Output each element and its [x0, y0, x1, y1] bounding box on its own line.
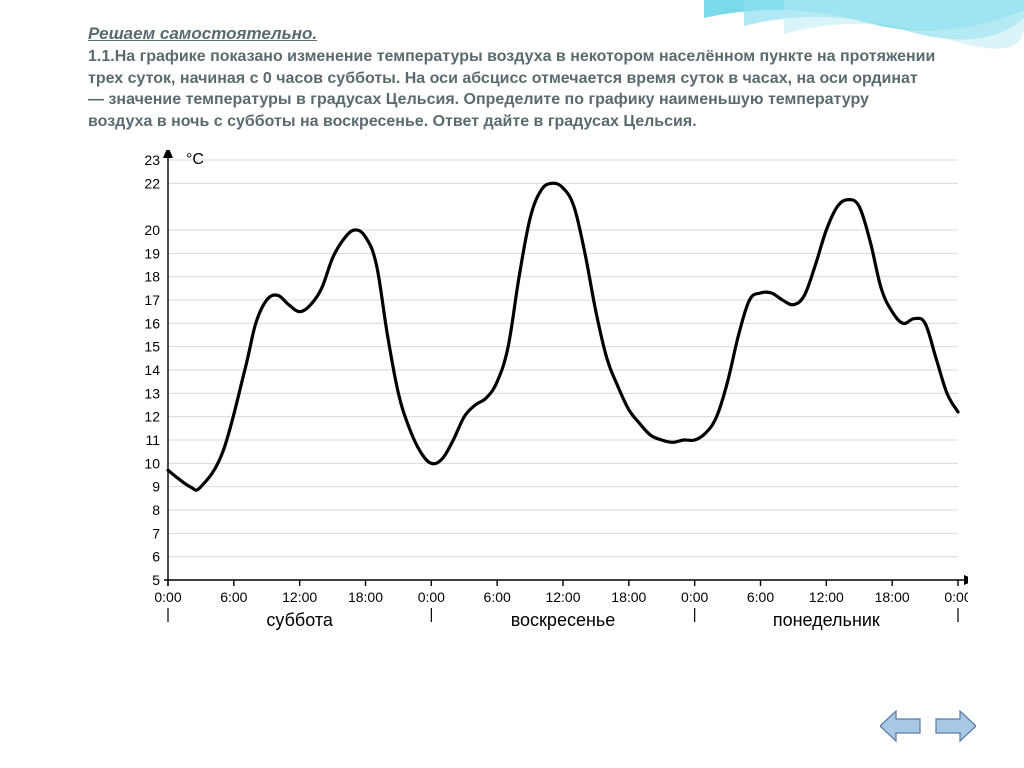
y-tick-label: 11 [145, 432, 160, 448]
problem-statement: 1.1.На графике показано изменение темпер… [88, 46, 936, 132]
x-tick-label: 18:00 [348, 589, 383, 605]
y-tick-label: 17 [144, 292, 160, 308]
day-label: суббота [266, 610, 333, 630]
y-tick-label: 15 [144, 339, 160, 355]
y-tick-label: 14 [144, 362, 160, 378]
x-tick-label: 6:00 [220, 589, 247, 605]
y-tick-label: 8 [152, 502, 160, 518]
x-tick-label: 12:00 [545, 589, 580, 605]
y-tick-label: 7 [152, 526, 160, 542]
day-label: воскресенье [511, 610, 616, 630]
y-tick-label: 19 [144, 246, 160, 262]
x-tick-label: 12:00 [809, 589, 844, 605]
y-tick-label: 18 [144, 269, 160, 285]
x-tick-label: 0:00 [418, 589, 445, 605]
temperature-chart: 5 6 7 8 9 10 11 12 13 14 15 16 17 18 19 20 22 23 °C 0:00 6:0… [88, 150, 936, 660]
x-tick-label: 0:00 [681, 589, 708, 605]
day-label: понедельник [773, 610, 880, 630]
x-axis-arrow [964, 575, 968, 585]
x-tick-label: 6:00 [747, 589, 774, 605]
y-axis-arrow [163, 150, 173, 158]
y-tick-label: 22 [144, 176, 160, 192]
x-tick-label: 0:00 [154, 589, 181, 605]
prev-button[interactable] [880, 709, 922, 743]
y-axis-label: °C [186, 151, 204, 168]
y-tick-label: 23 [144, 152, 160, 168]
x-tick-label: 18:00 [875, 589, 910, 605]
temperature-curve [168, 184, 958, 491]
y-tick-label: 9 [152, 479, 160, 495]
x-tick-label: 18:00 [611, 589, 646, 605]
y-tick-label: 5 [152, 572, 160, 588]
x-tick-label: 0:00 [944, 589, 968, 605]
y-tick-label: 13 [144, 386, 160, 402]
y-tick-label: 12 [144, 409, 160, 425]
y-tick-label: 10 [144, 456, 160, 472]
y-tick-label: 20 [144, 222, 160, 238]
section-heading: Решаем самостоятельно. [88, 24, 936, 44]
y-tick-label: 16 [144, 316, 160, 332]
y-tick-label: 6 [152, 549, 160, 565]
x-tick-label: 6:00 [484, 589, 511, 605]
next-button[interactable] [934, 709, 976, 743]
x-tick-label: 12:00 [282, 589, 317, 605]
